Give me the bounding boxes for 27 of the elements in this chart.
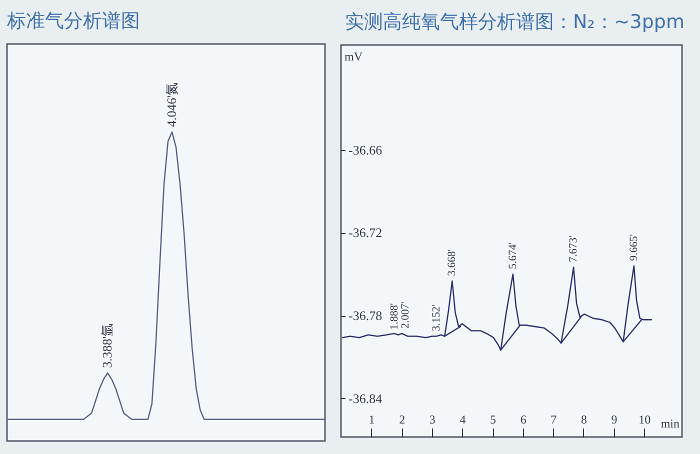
annotation: 5.674' (506, 242, 519, 270)
x-tick-label: 2 (399, 412, 406, 426)
y-tick-label: -36.84 (348, 390, 383, 406)
y-tick-label: -36.66 (348, 142, 383, 158)
x-tick-label: 6 (520, 412, 526, 426)
x-tick-label: 5 (490, 412, 496, 426)
x-axis-title: min (660, 416, 680, 430)
x-tick-label: 8 (580, 412, 587, 426)
x-tick-label: 3 (429, 412, 436, 426)
annotation: 7.673' (568, 235, 580, 262)
chart-title: 实测高纯氧气样分析谱图：N₂：~3ppm (345, 11, 684, 33)
x-tick-label: 1 (368, 412, 375, 426)
x-tick-label: 4 (460, 412, 466, 426)
y-tick-label: -36.72 (348, 225, 382, 240)
annotation: 9.665' (628, 234, 640, 261)
annotation: 3.388'氩 (100, 323, 115, 368)
chart-title: 标准气分析谱图 (6, 10, 140, 32)
y-axis-title: mV (344, 50, 363, 64)
x-tick-label: 9 (611, 412, 618, 426)
annotation: 4.046'氮 (164, 82, 180, 128)
x-tick-label: 7 (550, 412, 557, 426)
y-tick-label: -36.78 (348, 308, 382, 324)
annotation: 2.007' (400, 302, 412, 328)
annotation: 3.152' (430, 304, 443, 332)
x-tick-label: 10 (638, 412, 651, 426)
annotation: 1.888' (388, 303, 401, 330)
annotation: 3.668' (446, 249, 458, 276)
